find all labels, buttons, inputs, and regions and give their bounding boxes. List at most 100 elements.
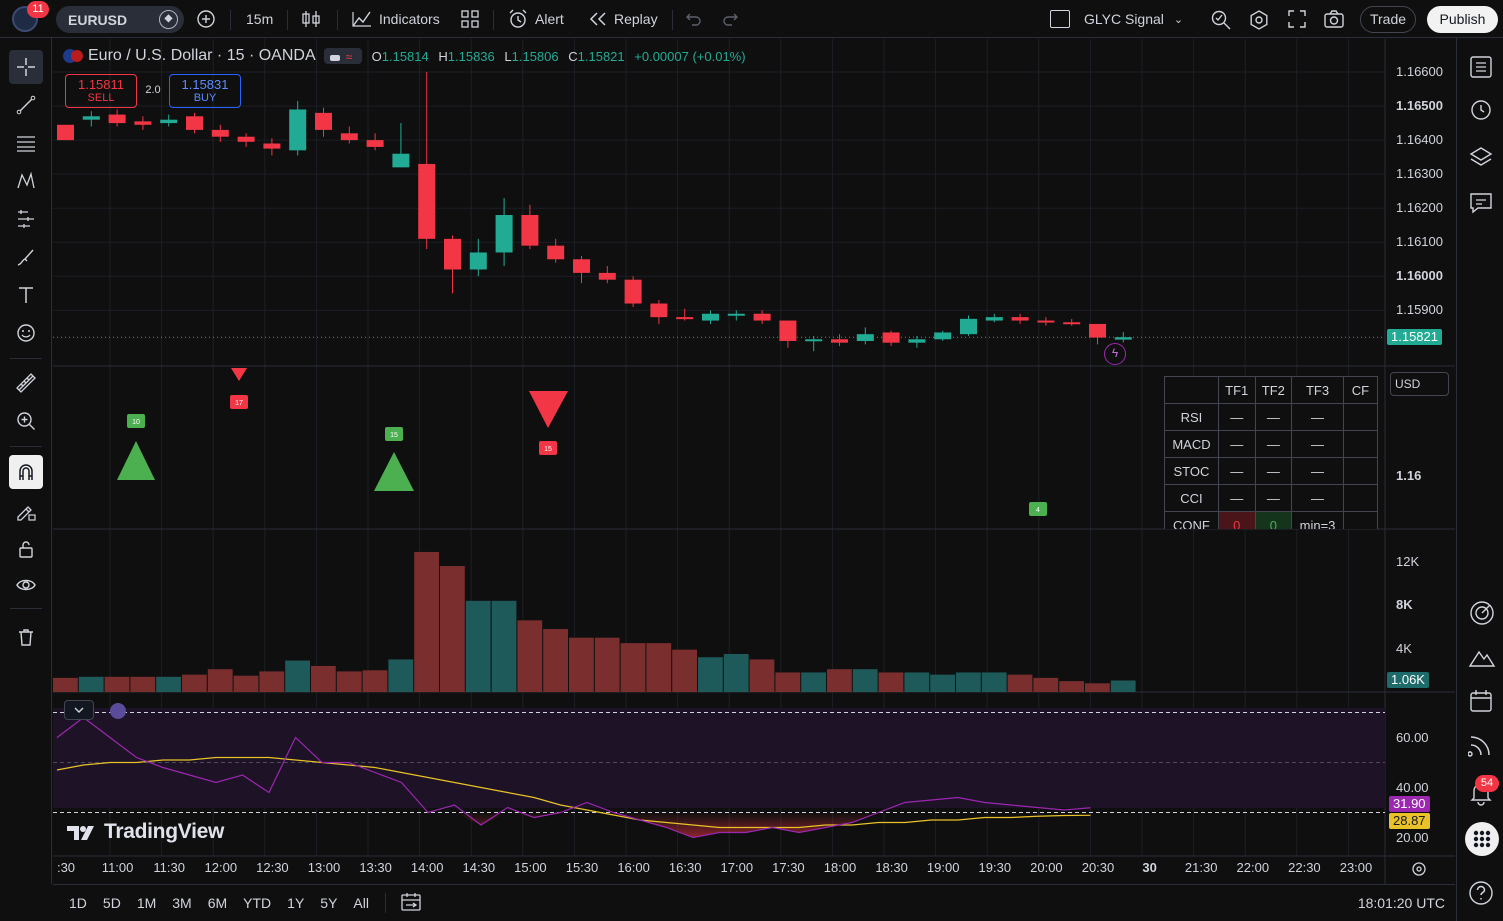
volume-bar	[930, 674, 955, 692]
volume-bar	[852, 669, 878, 692]
range-5d-button[interactable]: 5D	[102, 895, 121, 911]
settings-gear-icon[interactable]	[1248, 9, 1270, 34]
range-5y-button[interactable]: 5Y	[320, 895, 338, 911]
layers-icon[interactable]	[1468, 144, 1496, 172]
range-1d-button[interactable]: 1D	[69, 895, 87, 911]
table-cell	[1342, 457, 1378, 485]
chat-icon[interactable]	[1468, 190, 1496, 218]
candle-body	[469, 252, 487, 270]
bottom-toolbar: 1D 5D 1M 3M 6M YTD 1Y 5Y All 18:01:20 UTC	[53, 884, 1455, 921]
chart-legend[interactable]: Euro / U.S. Dollar · 15 · OANDA ≈ O1.158…	[62, 47, 752, 65]
add-symbol-icon[interactable]	[196, 9, 216, 32]
watchlist-icon[interactable]	[1468, 54, 1496, 82]
symbol-search-button[interactable]: EURUSD ◆	[56, 6, 184, 33]
undo-icon[interactable]	[684, 10, 702, 31]
range-ytd-button[interactable]: YTD	[243, 895, 272, 911]
hide-drawings-tool[interactable]	[9, 568, 43, 602]
time-axis[interactable]: :30 11:00 11:30 12:00 12:30 13:00 13:30 14:00 14…	[53, 856, 1393, 882]
candle-body	[779, 320, 797, 341]
eye-icon	[16, 579, 36, 591]
lightning-icon[interactable]: ϟ	[1104, 343, 1126, 365]
right-widget-bar	[1456, 38, 1503, 921]
trend-line-tool[interactable]	[9, 88, 43, 122]
candle-body	[366, 140, 384, 147]
alert-label: Alert	[535, 11, 564, 27]
zoom-tool[interactable]	[9, 404, 43, 438]
sell-button[interactable]: 1.15811 SELL	[65, 74, 137, 108]
sell-signal-arrow	[529, 391, 568, 428]
market-status-pill[interactable]: ≈	[323, 48, 362, 64]
table-cell: —	[1291, 403, 1344, 431]
interval-button[interactable]: 15m	[246, 11, 274, 27]
indicators-button[interactable]: Indicators	[343, 4, 448, 34]
remove-drawings-tool[interactable]	[9, 620, 43, 654]
alerts-clock-icon[interactable]	[1468, 96, 1496, 124]
layout-name-button[interactable]: GLYC Signal ⌄	[1076, 4, 1191, 34]
volume-bar	[491, 600, 517, 692]
buy-button[interactable]: 1.15831 BUY	[169, 74, 241, 108]
crosshair-tool[interactable]	[9, 50, 43, 84]
candle-body	[160, 119, 178, 124]
sell-label: SELL	[87, 92, 115, 104]
candle-body	[521, 215, 539, 246]
time-axis-label: 11:00	[101, 860, 134, 875]
diamond-icon[interactable]: ◆	[159, 10, 178, 29]
table-header-cell	[1164, 376, 1219, 404]
apps-grid-icon[interactable]	[1465, 822, 1499, 856]
replay-button[interactable]: Replay	[580, 4, 666, 34]
utc-clock[interactable]: 18:01:20 UTC	[1357, 895, 1445, 911]
price-axis-label: 1.15900	[1396, 302, 1443, 318]
sync-icon[interactable]	[110, 703, 126, 719]
candle-body	[831, 339, 848, 343]
trade-button[interactable]: Trade	[1360, 6, 1416, 33]
brush-tool[interactable]	[9, 240, 43, 274]
help-icon[interactable]	[1468, 880, 1496, 908]
news-feed-icon[interactable]	[1467, 732, 1496, 760]
forecast-tool[interactable]	[9, 202, 43, 236]
magnet-tool[interactable]	[9, 455, 43, 489]
range-1y-button[interactable]: 1Y	[287, 895, 305, 911]
table-cell: —	[1217, 457, 1256, 485]
layout-icon[interactable]	[1050, 10, 1070, 28]
target-icon[interactable]	[1468, 599, 1496, 627]
pattern-tool[interactable]	[9, 164, 43, 198]
text-tool[interactable]	[9, 278, 43, 312]
fullscreen-icon[interactable]	[1287, 9, 1307, 32]
price-axis-label: 1.16500	[1396, 98, 1443, 114]
chevron-down-icon: ⌄	[1173, 13, 1184, 26]
table-row: CONF 0 0 min=3	[1164, 511, 1378, 529]
volume-axis-label: 8K	[1396, 597, 1413, 613]
lock-drawings-tool[interactable]	[9, 532, 43, 566]
table-row: MACD — — —	[1164, 430, 1378, 458]
currency-select[interactable]: USD	[1390, 372, 1449, 396]
emoji-tool[interactable]	[9, 316, 43, 350]
stay-drawing-tool[interactable]	[9, 494, 43, 528]
range-6m-button[interactable]: 6M	[207, 895, 228, 911]
range-all-button[interactable]: All	[353, 895, 369, 911]
publish-button[interactable]: Publish	[1427, 6, 1498, 33]
volume-bar	[156, 676, 181, 692]
candle-body	[573, 259, 590, 273]
camera-icon[interactable]	[1323, 9, 1345, 32]
calendar-icon[interactable]	[1468, 688, 1496, 716]
axis-settings-icon[interactable]	[1410, 860, 1428, 881]
date-range-icon[interactable]	[400, 892, 422, 915]
time-axis-label: 17:00	[720, 860, 754, 875]
measure-tool[interactable]	[9, 366, 43, 400]
volume-bar	[878, 672, 904, 692]
pane-collapse-button[interactable]	[64, 700, 94, 720]
table-row: CCI — — —	[1164, 484, 1378, 512]
volume-bar	[801, 672, 826, 692]
range-1m-button[interactable]: 1M	[136, 895, 157, 911]
range-3m-button[interactable]: 3M	[172, 895, 192, 911]
alert-button[interactable]: Alert	[499, 4, 572, 34]
volume-bar	[723, 654, 749, 692]
fib-tool[interactable]	[9, 126, 43, 160]
redo-icon[interactable]	[722, 10, 740, 31]
candles-icon[interactable]	[300, 9, 322, 32]
quick-search-icon[interactable]	[1210, 9, 1232, 34]
templates-grid-icon[interactable]	[460, 9, 480, 32]
time-axis-label: 14:30	[462, 860, 496, 875]
buy-signal-arrow	[117, 441, 155, 480]
ideas-mountain-icon[interactable]	[1468, 644, 1496, 672]
